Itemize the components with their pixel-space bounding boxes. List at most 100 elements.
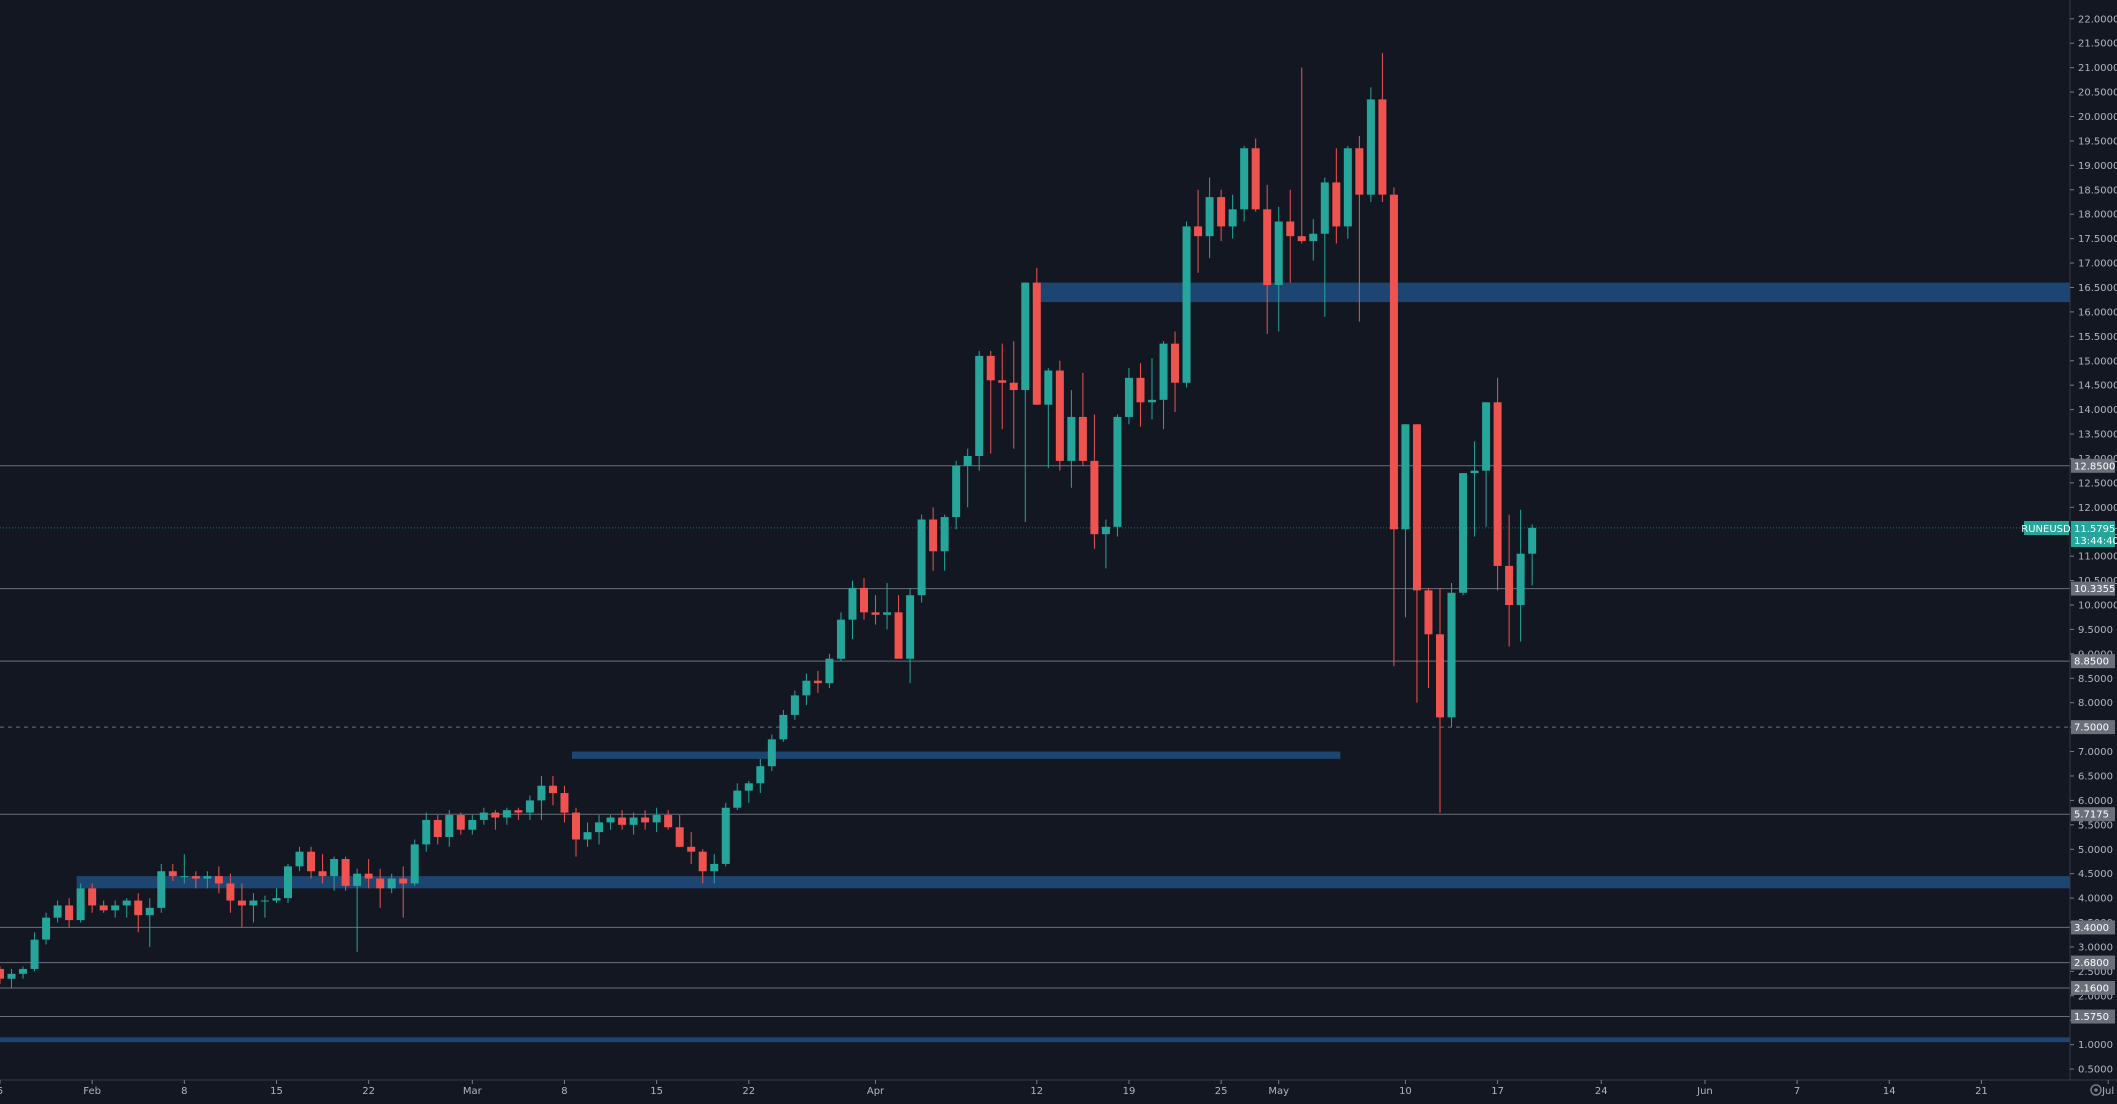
- candle-body[interactable]: [1447, 592, 1456, 718]
- candle-body[interactable]: [952, 465, 961, 518]
- candle-body[interactable]: [157, 871, 166, 908]
- candle-body[interactable]: [687, 846, 696, 852]
- candle-body[interactable]: [1309, 233, 1318, 242]
- candle-body[interactable]: [560, 793, 569, 813]
- candle-body[interactable]: [295, 851, 304, 867]
- candle-body[interactable]: [1505, 565, 1514, 605]
- candle-body[interactable]: [1032, 282, 1041, 405]
- candle-body[interactable]: [65, 905, 74, 921]
- candle-body[interactable]: [1436, 634, 1444, 718]
- candle-body[interactable]: [836, 619, 845, 659]
- candle-body[interactable]: [1055, 370, 1064, 461]
- candle-body[interactable]: [0, 968, 4, 979]
- candle-body[interactable]: [191, 876, 200, 879]
- candle-body[interactable]: [330, 859, 339, 877]
- candle-body[interactable]: [1366, 99, 1375, 195]
- candle-body[interactable]: [1401, 424, 1410, 530]
- candle-body[interactable]: [514, 810, 523, 813]
- candle-body[interactable]: [1021, 282, 1030, 391]
- candle-body[interactable]: [1378, 99, 1387, 195]
- candle-body[interactable]: [756, 766, 765, 784]
- candle-body[interactable]: [491, 812, 500, 818]
- candle-body[interactable]: [1205, 197, 1214, 237]
- candle-body[interactable]: [1251, 148, 1260, 210]
- candle-body[interactable]: [744, 783, 753, 791]
- candle-body[interactable]: [53, 905, 62, 918]
- candle-body[interactable]: [767, 739, 776, 767]
- candle-body[interactable]: [318, 871, 327, 877]
- candle-body[interactable]: [249, 900, 258, 906]
- candle-body[interactable]: [422, 819, 431, 845]
- candle-body[interactable]: [871, 612, 880, 615]
- candle-body[interactable]: [272, 898, 281, 901]
- candle-body[interactable]: [111, 905, 120, 911]
- candle-body[interactable]: [1320, 182, 1329, 234]
- candle-body[interactable]: [963, 456, 972, 466]
- candle-body[interactable]: [1343, 148, 1352, 227]
- candle-body[interactable]: [399, 878, 408, 884]
- candle-body[interactable]: [675, 827, 684, 847]
- candle-body[interactable]: [260, 900, 269, 902]
- candle-body[interactable]: [1528, 527, 1537, 554]
- candle-body[interactable]: [848, 587, 857, 620]
- candle-body[interactable]: [1286, 221, 1295, 237]
- candle-body[interactable]: [145, 907, 154, 916]
- candle-body[interactable]: [479, 812, 488, 820]
- candle-body[interactable]: [1459, 473, 1468, 593]
- candle-body[interactable]: [168, 871, 177, 877]
- time-axis[interactable]: 5 Feb 8 15 22 Mar 8 15 22 Apr 12 19 25 May 10 17 24 Jun 7 1…: [0, 1080, 2117, 1097]
- candle-body[interactable]: [1470, 470, 1479, 474]
- candle-body[interactable]: [307, 851, 316, 872]
- candle-body[interactable]: [629, 817, 638, 825]
- candle-body[interactable]: [122, 900, 131, 906]
- candle-body[interactable]: [537, 785, 546, 801]
- zone-rect[interactable]: [76, 876, 2070, 889]
- candle-body[interactable]: [733, 790, 742, 808]
- candle-body[interactable]: [1240, 148, 1249, 210]
- candle-body[interactable]: [583, 832, 592, 840]
- candle-body[interactable]: [1493, 402, 1502, 566]
- candle-body[interactable]: [456, 815, 465, 830]
- candle-body[interactable]: [214, 876, 223, 884]
- candle-body[interactable]: [1217, 197, 1226, 227]
- candle-body[interactable]: [1044, 370, 1053, 405]
- candle-body[interactable]: [1297, 236, 1306, 242]
- candle-body[interactable]: [1090, 460, 1099, 535]
- candle-body[interactable]: [1078, 416, 1087, 461]
- candle-body[interactable]: [1148, 399, 1156, 403]
- zone-rect[interactable]: [1032, 282, 2070, 303]
- candle-body[interactable]: [813, 680, 822, 684]
- candle-body[interactable]: [284, 866, 292, 899]
- candle-body[interactable]: [387, 878, 396, 889]
- candle-body[interactable]: [88, 888, 97, 906]
- candle-body[interactable]: [1332, 182, 1341, 227]
- candle-body[interactable]: [525, 800, 534, 813]
- settings-gear-icon[interactable]: [2090, 1084, 2102, 1096]
- candle-body[interactable]: [779, 714, 788, 740]
- candle-body[interactable]: [710, 863, 719, 872]
- candle-body[interactable]: [1124, 377, 1133, 417]
- candle-body[interactable]: [641, 817, 650, 823]
- candle-body[interactable]: [1263, 209, 1272, 286]
- candle-body[interactable]: [1389, 194, 1398, 530]
- candle-body[interactable]: [502, 810, 511, 818]
- candle-body[interactable]: [929, 519, 938, 552]
- candle-body[interactable]: [894, 612, 903, 659]
- candle-body[interactable]: [1182, 226, 1191, 383]
- candle-body[interactable]: [1482, 402, 1491, 471]
- candle-body[interactable]: [1009, 382, 1018, 391]
- candle-body[interactable]: [548, 785, 557, 794]
- candle-body[interactable]: [802, 680, 811, 696]
- candle-body[interactable]: [433, 819, 442, 838]
- candle-body[interactable]: [341, 859, 350, 886]
- candle-body[interactable]: [364, 873, 373, 879]
- candle-body[interactable]: [1159, 343, 1168, 400]
- candle-body[interactable]: [986, 355, 995, 381]
- candle-body[interactable]: [353, 873, 362, 886]
- candle-body[interactable]: [376, 878, 385, 889]
- candle-body[interactable]: [30, 939, 39, 969]
- candle-body[interactable]: [1516, 553, 1525, 605]
- candle-body[interactable]: [975, 355, 984, 457]
- candle-body[interactable]: [825, 658, 834, 684]
